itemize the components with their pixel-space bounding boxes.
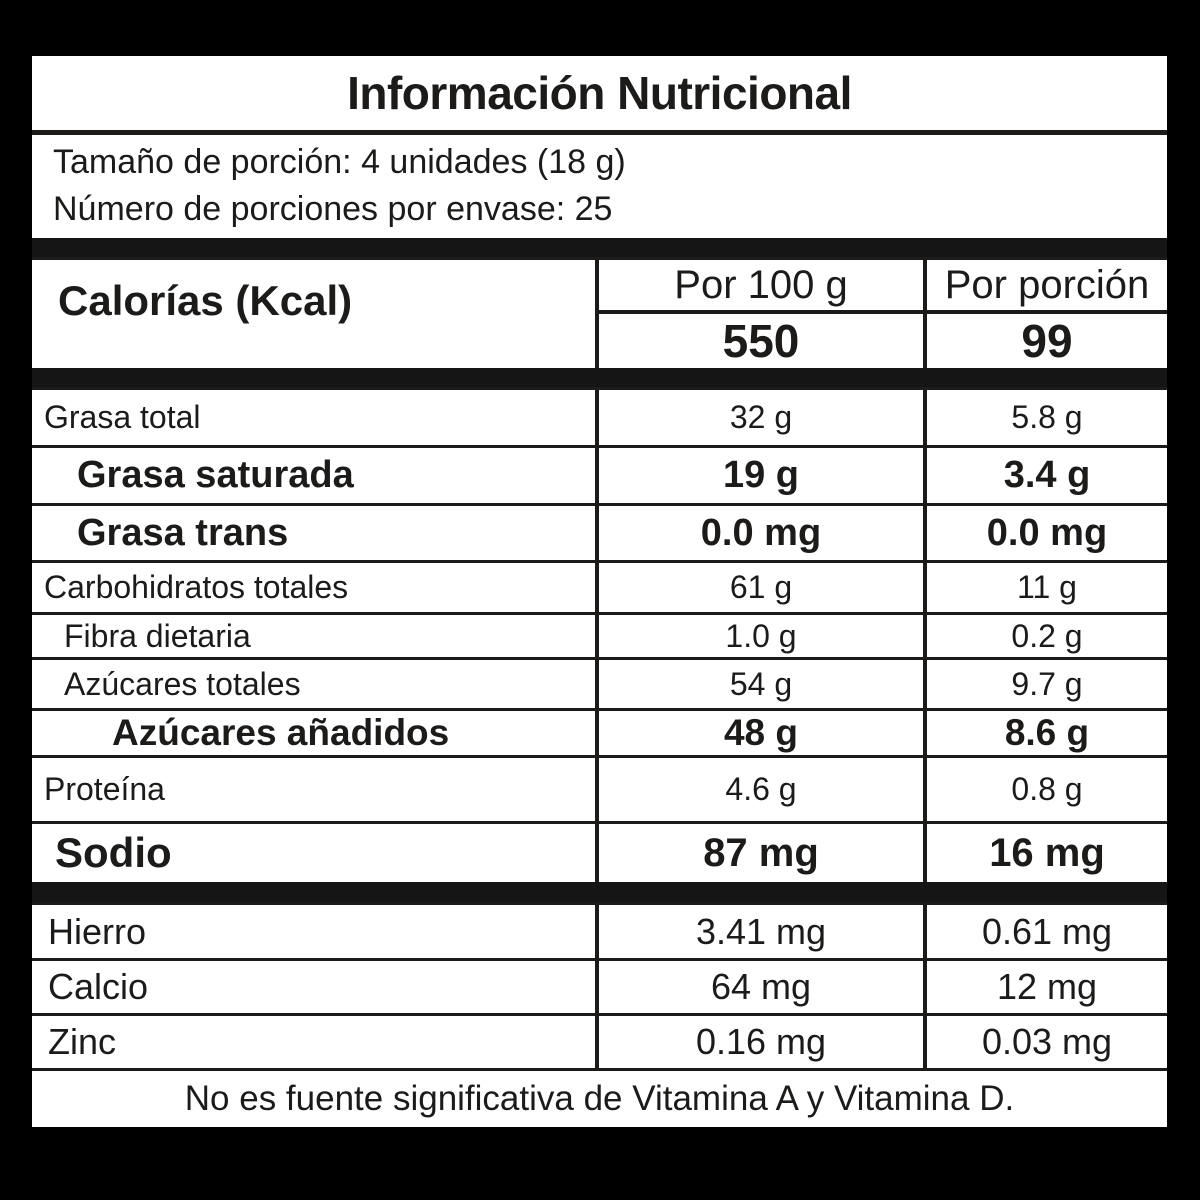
nutrient-row-proteina: Proteína 4.6 g 0.8 g [32,755,1167,821]
section-divider-bar [32,368,1167,387]
nutrient-label: Zinc [48,1021,117,1062]
value-per-100g: 32 g [595,390,923,445]
value-per-100g: 54 g [595,660,923,708]
nutrient-row-grasa-total: Grasa total 32 g 5.8 g [32,387,1167,445]
value-per-100g: 87 mg [595,824,923,882]
nutrient-label: Fibra dietaria [64,617,251,654]
value-per-100g: 48 g [595,711,923,755]
column-header-per-100g: Por 100 g [595,260,923,310]
value-per-portion: 3.4 g [923,448,1167,503]
nutrient-label: Carbohidratos totales [44,569,349,605]
calories-columns: Por 100 g Por porción 550 99 [595,260,1167,368]
nutrient-label: Sodio [55,829,172,876]
value-per-100g: 0.0 mg [595,506,923,560]
servings-per-container-line: Número de porciones por envase: 25 [53,190,613,228]
calories-value-per-100g: 550 [595,314,923,368]
column-header-per-portion: Por porción [923,260,1167,310]
nutrient-label: Proteína [44,771,165,807]
nutrient-row-calcio: Calcio 64 mg 12 mg [32,958,1167,1013]
value-per-portion: 9.7 g [923,660,1167,708]
nutrient-label: Grasa saturada [77,454,354,496]
value-per-portion: 16 mg [923,824,1167,882]
nutrient-row-fibra: Fibra dietaria 1.0 g 0.2 g [32,612,1167,657]
nutrient-row-zinc: Zinc 0.16 mg 0.03 mg [32,1013,1167,1068]
nutrient-label: Hierro [48,910,147,952]
section-divider-bar [32,238,1167,257]
value-per-100g: 3.41 mg [595,905,923,958]
value-per-portion: 0.0 mg [923,506,1167,560]
nutrient-row-carbohidratos: Carbohidratos totales 61 g 11 g [32,560,1167,612]
value-per-portion: 11 g [923,563,1167,612]
serving-size-line: Tamaño de porción: 4 unidades (18 g) [53,143,626,181]
value-per-portion: 8.6 g [923,711,1167,755]
nutrient-label: Azúcares totales [64,665,301,702]
nutrient-label: Grasa total [44,399,201,435]
value-per-100g: 0.16 mg [595,1016,923,1068]
value-per-portion: 0.2 g [923,615,1167,657]
nutrient-row-sodio: Sodio 87 mg 16 mg [32,821,1167,882]
nutrient-row-azucares-totales: Azúcares totales 54 g 9.7 g [32,657,1167,708]
nutrient-row-azucares-anadidos: Azúcares añadidos 48 g 8.6 g [32,708,1167,755]
value-per-100g: 61 g [595,563,923,612]
value-per-100g: 1.0 g [595,615,923,657]
value-per-100g: 64 mg [595,961,923,1013]
serving-info: Tamaño de porción: 4 unidades (18 g) Núm… [32,135,1167,238]
value-per-100g: 19 g [595,448,923,503]
nutrient-label: Calcio [48,966,149,1007]
calories-section: Calorías (Kcal) Por 100 g Por porción 55… [32,257,1167,368]
nutrient-row-hierro: Hierro 3.41 mg 0.61 mg [32,902,1167,958]
section-divider-bar [32,882,1167,902]
value-per-100g: 4.6 g [595,758,923,821]
calories-value-per-portion: 99 [923,314,1167,368]
label-title: Información Nutricional [32,56,1167,135]
value-per-portion: 0.03 mg [923,1016,1167,1068]
nutrient-row-grasa-trans: Grasa trans 0.0 mg 0.0 mg [32,503,1167,560]
nutrient-row-grasa-saturada: Grasa saturada 19 g 3.4 g [32,445,1167,503]
column-headers: Por 100 g Por porción [595,260,1167,314]
value-per-portion: 12 mg [923,961,1167,1013]
nutrient-label: Azúcares añadidos [112,712,450,753]
calories-values: 550 99 [595,314,1167,368]
footnote: No es fuente significativa de Vitamina A… [32,1068,1167,1127]
nutrition-label: Información Nutricional Tamaño de porció… [32,56,1167,1127]
value-per-portion: 0.61 mg [923,905,1167,958]
value-per-portion: 0.8 g [923,758,1167,821]
value-per-portion: 5.8 g [923,390,1167,445]
nutrient-label: Grasa trans [77,511,289,554]
calories-label: Calorías (Kcal) [58,277,353,324]
